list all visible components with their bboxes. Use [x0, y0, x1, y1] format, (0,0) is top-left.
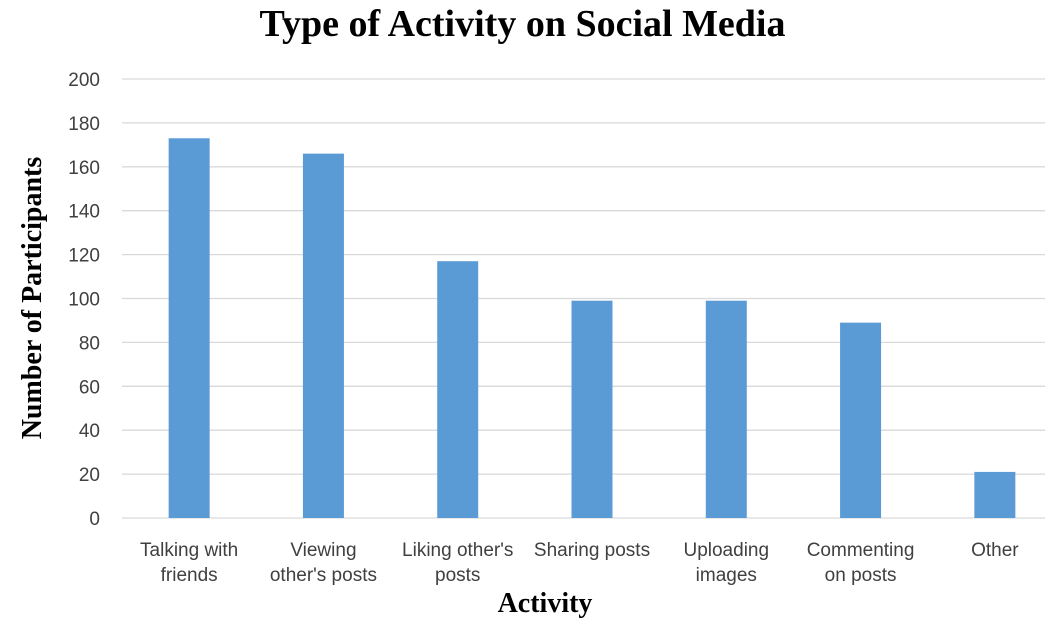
y-tick-label: 180: [68, 114, 100, 135]
y-tick-label: 0: [89, 509, 100, 530]
bar: [974, 471, 1016, 518]
x-tick-label: Talking with friends: [140, 540, 238, 586]
x-tick-label: Uploading images: [683, 540, 769, 586]
x-tick-label: Other: [971, 540, 1019, 561]
bar: [302, 153, 344, 518]
grid-layer: [122, 78, 1045, 519]
bar: [168, 138, 210, 518]
bar: [571, 300, 613, 518]
x-tick-layer: Talking with friends Viewing other's posts L…: [140, 540, 1019, 586]
y-tick-layer: 0 20 40 60 80 100 120 140 160 180 200: [68, 70, 100, 530]
y-tick-label: 120: [68, 246, 100, 267]
y-tick-label: 20: [79, 465, 100, 486]
x-tick-label: Viewing other's posts: [270, 540, 377, 586]
y-tick-label: 140: [68, 202, 100, 223]
bar: [437, 261, 479, 518]
bar: [840, 322, 882, 518]
x-axis-label: Activity: [497, 588, 593, 619]
x-tick-label: Liking other's posts: [402, 540, 513, 586]
x-tick-label: Commenting on posts: [807, 540, 915, 586]
y-tick-label: 100: [68, 290, 100, 311]
bar: [705, 300, 747, 518]
chart-title: Type of Activity on Social Media: [259, 3, 786, 45]
bar-layer: [168, 138, 1016, 518]
y-tick-label: 60: [79, 377, 100, 398]
x-tick-label: Sharing posts: [534, 540, 650, 561]
y-tick-label: 80: [79, 333, 100, 354]
y-tick-label: 200: [68, 70, 100, 91]
y-tick-label: 160: [68, 158, 100, 179]
y-tick-label: 40: [79, 421, 100, 442]
